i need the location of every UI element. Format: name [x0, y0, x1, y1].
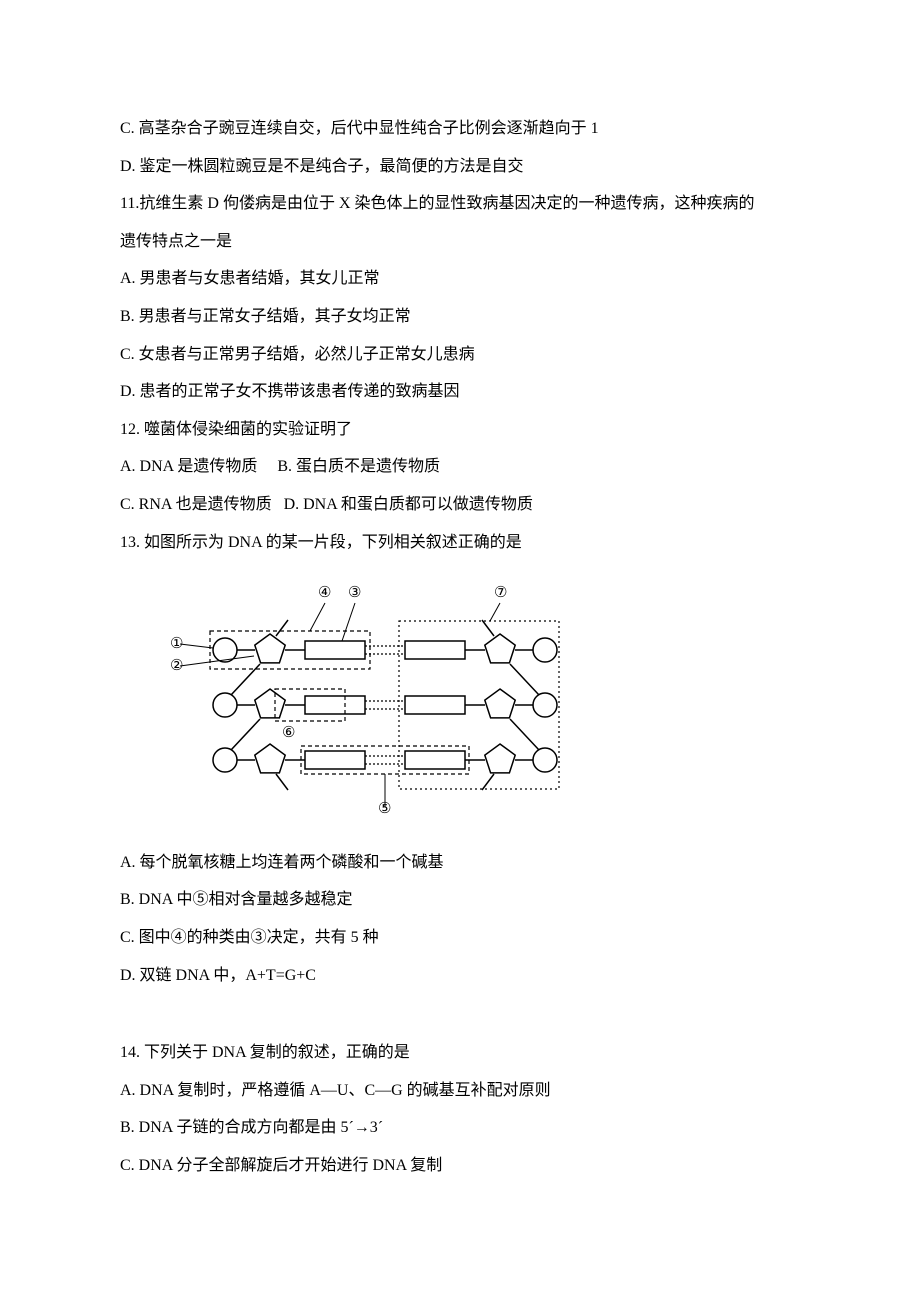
dna-diagram-svg: ① ② ③ ④ ⑤ ⑥ ⑦	[170, 575, 600, 815]
page: C. 高茎杂合子豌豆连续自交，后代中显性纯合子比例会逐渐趋向于 1 D. 鉴定一…	[0, 0, 920, 1302]
spacer	[120, 994, 800, 1034]
text-line: A. DNA 复制时，严格遵循 A—U、C—G 的碱基互补配对原则	[120, 1072, 800, 1110]
text-line: C. 图中④的种类由③决定，共有 5 种	[120, 919, 800, 957]
text-line: C. DNA 分子全部解旋后才开始进行 DNA 复制	[120, 1147, 800, 1185]
text-line: B. DNA 子链的合成方向都是由 5´→3´	[120, 1109, 800, 1147]
text-line: 14. 下列关于 DNA 复制的叙述，正确的是	[120, 1034, 800, 1072]
text-line: B. DNA 中⑤相对含量越多越稳定	[120, 881, 800, 919]
svg-text:③: ③	[348, 585, 361, 601]
text-line: C. RNA 也是遗传物质 D. DNA 和蛋白质都可以做遗传物质	[120, 486, 800, 524]
text-line: 12. 噬菌体侵染细菌的实验证明了	[120, 411, 800, 449]
text-line: A. 每个脱氧核糖上均连着两个磷酸和一个碱基	[120, 844, 800, 882]
text-line: 遗传特点之一是	[120, 223, 800, 261]
text-line: D. 双链 DNA 中，A+T=G+C	[120, 957, 800, 995]
svg-text:⑦: ⑦	[494, 585, 507, 601]
svg-text:⑥: ⑥	[282, 725, 295, 741]
dna-diagram: ① ② ③ ④ ⑤ ⑥ ⑦	[170, 575, 800, 830]
text-line: 13. 如图所示为 DNA 的某一片段，下列相关叙述正确的是	[120, 524, 800, 562]
text-line: 11.抗维生素 D 佝偻病是由位于 X 染色体上的显性致病基因决定的一种遗传病，…	[120, 185, 800, 223]
text-line: B. 男患者与正常女子结婚，其子女均正常	[120, 298, 800, 336]
svg-text:②: ②	[170, 658, 183, 674]
svg-text:⑤: ⑤	[378, 801, 391, 815]
text-line: C. 高茎杂合子豌豆连续自交，后代中显性纯合子比例会逐渐趋向于 1	[120, 110, 800, 148]
svg-text:④: ④	[318, 585, 331, 601]
text-line: D. 鉴定一株圆粒豌豆是不是纯合子，最简便的方法是自交	[120, 148, 800, 186]
text-line: A. 男患者与女患者结婚，其女儿正常	[120, 260, 800, 298]
text-line: A. DNA 是遗传物质 B. 蛋白质不是遗传物质	[120, 448, 800, 486]
svg-text:①: ①	[170, 636, 183, 652]
text-line: C. 女患者与正常男子结婚，必然儿子正常女儿患病	[120, 336, 800, 374]
text-line: D. 患者的正常子女不携带该患者传递的致病基因	[120, 373, 800, 411]
